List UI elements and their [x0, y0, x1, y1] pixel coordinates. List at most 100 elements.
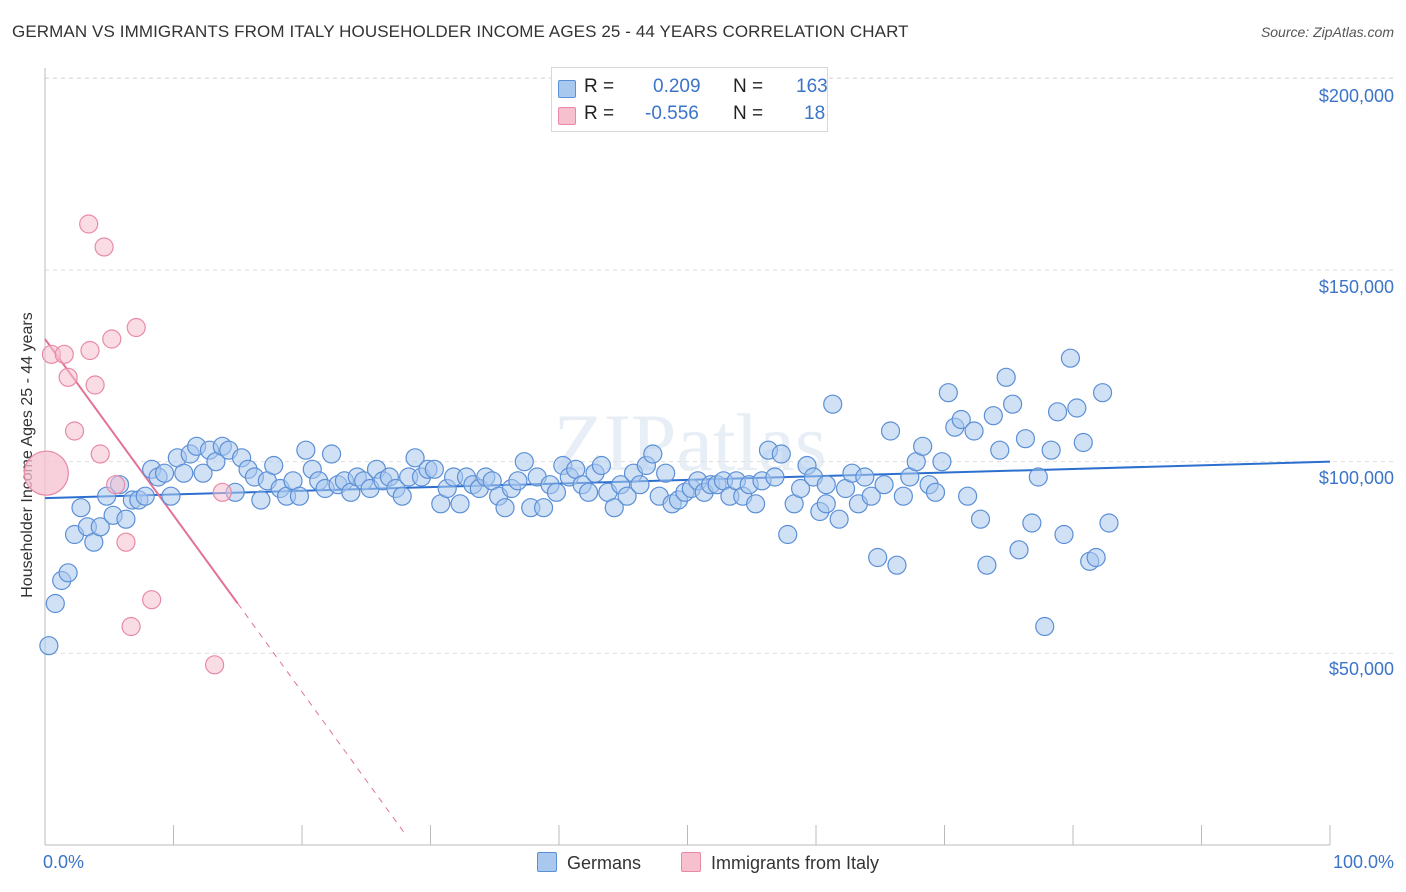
italy-data-point [94, 237, 114, 257]
legend-label-italy: Immigrants from Italy [711, 853, 880, 873]
germans-data-point [1067, 398, 1087, 418]
r-value: -0.556 [645, 103, 699, 124]
legend-item-germans[interactable]: Germans [537, 852, 641, 874]
italy-data-point [54, 344, 74, 364]
italy-data-point [126, 317, 146, 338]
germans-legend-swatch [537, 852, 557, 872]
germans-data-point [1028, 467, 1048, 487]
y-tick-label-100000: $100,000 [1318, 468, 1394, 488]
italy-data-point [80, 340, 100, 361]
germans-data-point [913, 436, 933, 456]
n-label: N = [733, 103, 764, 124]
italy-data-point [142, 590, 162, 610]
germans-data-point [1073, 432, 1093, 453]
germans-data-point [746, 494, 766, 514]
italy-data-point [205, 655, 225, 675]
y-tick-label-150000: $150,000 [1318, 277, 1394, 297]
germans-data-point [174, 463, 194, 483]
germans-data-point [1015, 429, 1036, 449]
germans-data-point [193, 463, 213, 483]
germans-data-point [771, 444, 791, 464]
germans-data-point [868, 547, 888, 568]
germans-data-point [1009, 540, 1029, 560]
germans-data-point [1060, 348, 1081, 368]
germans-data-point [296, 440, 316, 460]
germans-data-point [990, 440, 1010, 460]
italy-data-point [102, 329, 122, 349]
x-tick-label-max: 100.0% [1332, 852, 1394, 872]
italy-legend-swatch [681, 852, 701, 872]
correlation-stats-box: R = 0.209 N = 163 R = -0.556 N = 18 [551, 67, 828, 132]
germans-data-point [790, 478, 811, 499]
germans-data-point [778, 524, 798, 545]
germans-data-point [765, 467, 785, 487]
x-tick-label-min: 0.0% [43, 852, 85, 872]
italy-data-point [64, 421, 85, 441]
germans-data-point [392, 486, 412, 506]
italy-data-point [58, 367, 78, 387]
germans-data-point [977, 555, 997, 575]
y-tick-label-200000: $200,000 [1318, 86, 1394, 106]
germans-data-point [983, 406, 1003, 426]
germans-data-point [135, 486, 155, 506]
germans-data-point [321, 444, 342, 464]
germans-data-point [816, 494, 836, 514]
germans-data-point [1086, 547, 1106, 568]
germans-data-point [617, 486, 637, 506]
germans-data-point [450, 494, 470, 514]
germans-data-point [951, 409, 971, 430]
r-label: R = [584, 103, 615, 124]
germans-data-point [1035, 616, 1055, 637]
italy-data-point [90, 444, 110, 464]
germans-data-point [546, 482, 567, 502]
germans-data-point [39, 636, 59, 656]
germans-data-point [1092, 383, 1113, 403]
germans-data-point [996, 367, 1016, 387]
italy-data-point [116, 532, 136, 552]
germans-data-point [161, 486, 181, 506]
legend-item-italy[interactable]: Immigrants from Italy [681, 852, 879, 874]
germans-data-point [1003, 394, 1023, 414]
germans-data-point [964, 421, 984, 441]
germans-data-point [925, 482, 946, 502]
italy-data-point [79, 214, 99, 234]
r-value: 0.209 [653, 76, 701, 97]
italy-data-point [121, 616, 141, 637]
germans-data-point [887, 555, 907, 575]
y-tick-label-50000: $50,000 [1328, 659, 1394, 679]
germans-data-point [58, 563, 78, 583]
germans-data-point [656, 463, 676, 483]
germans-data-point [495, 498, 515, 518]
germans-data-point [154, 463, 175, 483]
italy-data-point [106, 475, 126, 495]
germans-data-point [630, 475, 650, 495]
italy-trend-extension [237, 603, 406, 834]
germans-data-point [604, 498, 624, 518]
n-label: N = [733, 76, 764, 97]
n-value: 163 [796, 76, 828, 97]
germans-data-point [251, 490, 271, 510]
germans-data-point [823, 394, 843, 414]
germans-data-point [855, 467, 875, 487]
germans-data-point [938, 383, 958, 403]
chart-title: GERMAN VS IMMIGRANTS FROM ITALY HOUSEHOL… [12, 22, 909, 41]
italy-data-point [85, 375, 105, 395]
germans-data-point [1099, 513, 1119, 533]
germans-data-point [45, 593, 65, 614]
germans-data-point [643, 444, 663, 464]
germans-data-point [880, 421, 901, 441]
germans-data-point [90, 517, 110, 537]
source-credit: Source: ZipAtlas.com [1260, 24, 1394, 40]
germans-data-point [424, 459, 444, 479]
germans-data-point [861, 486, 881, 506]
germans-data-point [970, 509, 991, 529]
germans-data-point [816, 475, 836, 495]
germans-data-point [1054, 524, 1074, 545]
germans-data-point [289, 486, 310, 506]
germans-data-point [405, 448, 425, 468]
germans-data-point [958, 486, 978, 506]
germans-data-point [514, 452, 534, 472]
germans-swatch [558, 80, 576, 98]
germans-data-point [829, 509, 849, 529]
